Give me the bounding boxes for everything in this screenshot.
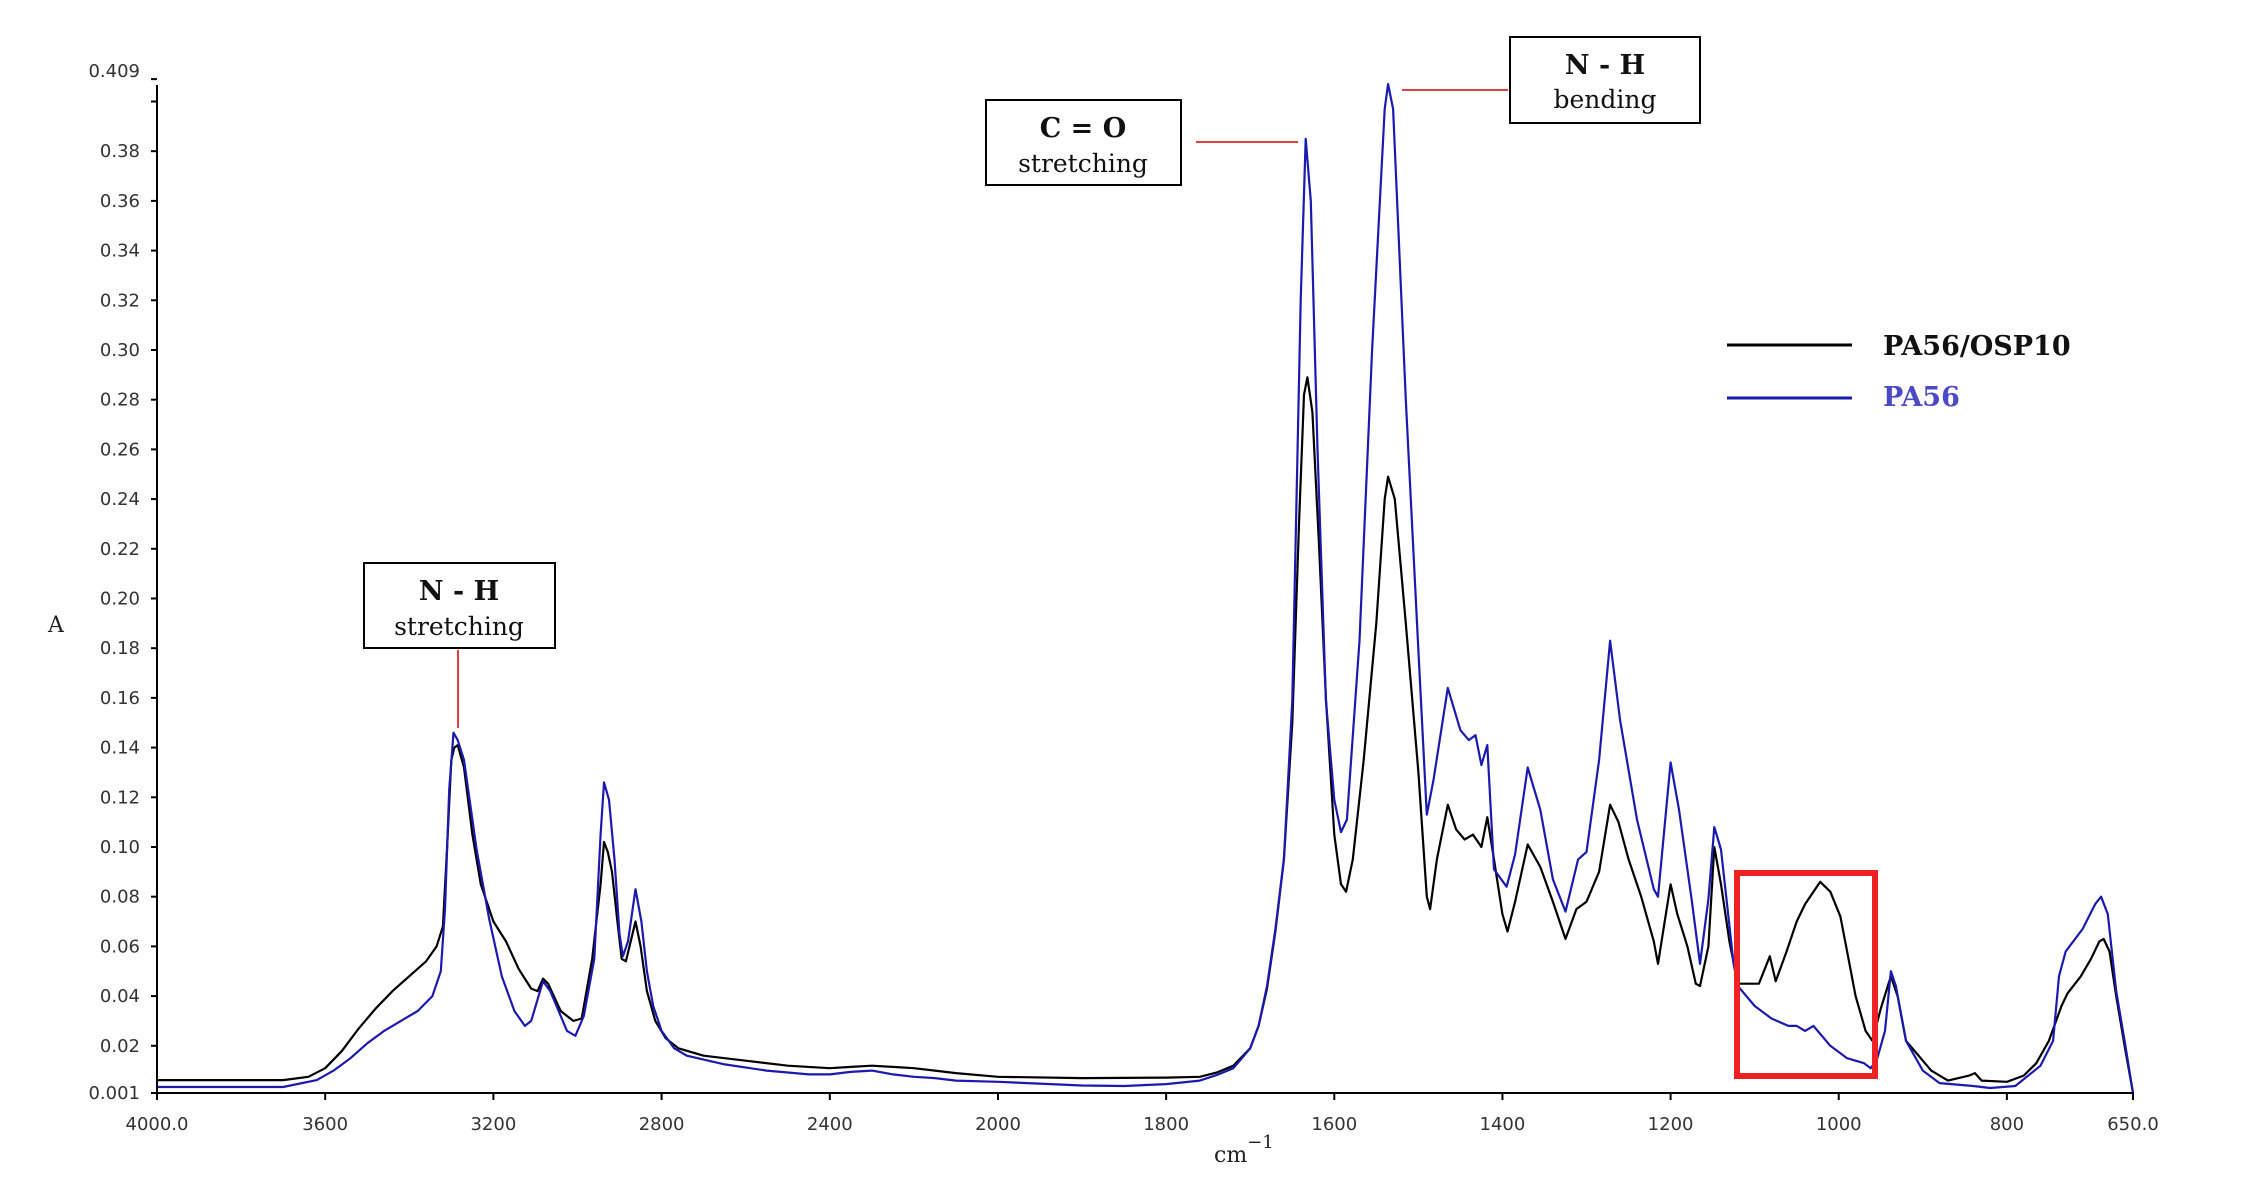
y-tick-label: 0.30 xyxy=(100,340,140,361)
x-tick-label: 2400 xyxy=(807,1114,853,1135)
x-tick-label: 2000 xyxy=(975,1114,1021,1135)
annotation-title: C = O xyxy=(1040,113,1126,144)
annotation-box xyxy=(363,562,556,649)
x-tick-label: 4000.0 xyxy=(126,1114,189,1135)
series-layer xyxy=(157,82,2135,1094)
y-tick-label: 0.38 xyxy=(100,141,140,162)
y-tick-label: 0.08 xyxy=(100,887,140,908)
x-tick-label: 3600 xyxy=(302,1114,348,1135)
x-tick-label: 2800 xyxy=(639,1114,685,1135)
x-tick-label: 800 xyxy=(1990,1114,2024,1135)
legend-item-pa56: PA56 xyxy=(1727,382,1960,413)
annotation-co-stretching: C = O stretching xyxy=(985,99,1298,186)
x-axis-title-superscript: −1 xyxy=(1247,1132,1274,1153)
annotation-title: N - H xyxy=(1565,50,1645,81)
annotation-subtitle: stretching xyxy=(1018,149,1148,178)
y-tick-label: 0.22 xyxy=(100,539,140,560)
x-tick-label: 1400 xyxy=(1480,1114,1526,1135)
y-tick-label: 0.14 xyxy=(100,738,140,759)
x-axis-title: cm−1 xyxy=(1214,1132,1274,1168)
x-tick-label: 1200 xyxy=(1648,1114,1694,1135)
y-tick-label: 0.34 xyxy=(100,241,140,262)
y-tick-label: 0.18 xyxy=(100,638,140,659)
annotation-title: N - H xyxy=(419,576,499,607)
y-ticks: 0.001 0.02 0.04 0.06 0.08 0.10 0.12 0.14 0.16 0.1… xyxy=(88,61,157,1104)
y-tick-label: 0.04 xyxy=(100,986,140,1007)
annotation-subtitle: stretching xyxy=(394,612,524,641)
y-tick-label: 0.001 xyxy=(88,1083,140,1104)
x-tick-label: 1600 xyxy=(1311,1114,1357,1135)
annotation-box xyxy=(1509,36,1701,124)
series-line-pa56-osp10 xyxy=(157,376,2135,1094)
legend-label: PA56 xyxy=(1883,382,1960,413)
legend: PA56/OSP10 PA56 xyxy=(1727,331,2071,413)
annotation-nh-stretching: N - H stretching xyxy=(363,562,556,728)
y-tick-label: 0.06 xyxy=(100,936,140,957)
y-tick-label: 0.26 xyxy=(100,439,140,460)
x-tick-label: 1000 xyxy=(1816,1114,1862,1135)
y-axis-title: A xyxy=(47,613,65,638)
y-tick-label: 0.12 xyxy=(100,787,140,808)
axes: 0.001 0.02 0.04 0.06 0.08 0.10 0.12 0.14 0.16 0.1… xyxy=(88,61,2158,1135)
x-tick-label: 650.0 xyxy=(2107,1114,2159,1135)
highlight-box xyxy=(1734,870,1878,1079)
y-tick-label: 0.02 xyxy=(100,1036,140,1057)
y-tick-label: 0.20 xyxy=(100,588,140,609)
y-tick-label: 0.10 xyxy=(100,837,140,858)
annotation-box xyxy=(985,99,1182,186)
y-tick-label: 0.28 xyxy=(100,390,140,411)
y-tick-label: 0.36 xyxy=(100,191,140,212)
y-tick-label: 0.409 xyxy=(88,61,140,82)
x-tick-label: 3200 xyxy=(470,1114,516,1135)
annotation-nh-bending: N - H bending xyxy=(1402,36,1701,124)
legend-item-pa56-osp10: PA56/OSP10 xyxy=(1727,331,2071,362)
annotation-subtitle: bending xyxy=(1553,85,1656,114)
x-ticks: 4000.0 3600 3200 2800 2400 2000 1800 1600 1400 12… xyxy=(126,1093,2159,1135)
x-tick-label: 1800 xyxy=(1143,1114,1189,1135)
y-tick-label: 0.16 xyxy=(100,688,140,709)
y-tick-label: 0.32 xyxy=(100,290,140,311)
x-axis-title-base: cm xyxy=(1214,1143,1247,1168)
series-line-pa56 xyxy=(157,82,2135,1094)
legend-label: PA56/OSP10 xyxy=(1883,331,2071,362)
y-tick-label: 0.24 xyxy=(100,489,140,510)
